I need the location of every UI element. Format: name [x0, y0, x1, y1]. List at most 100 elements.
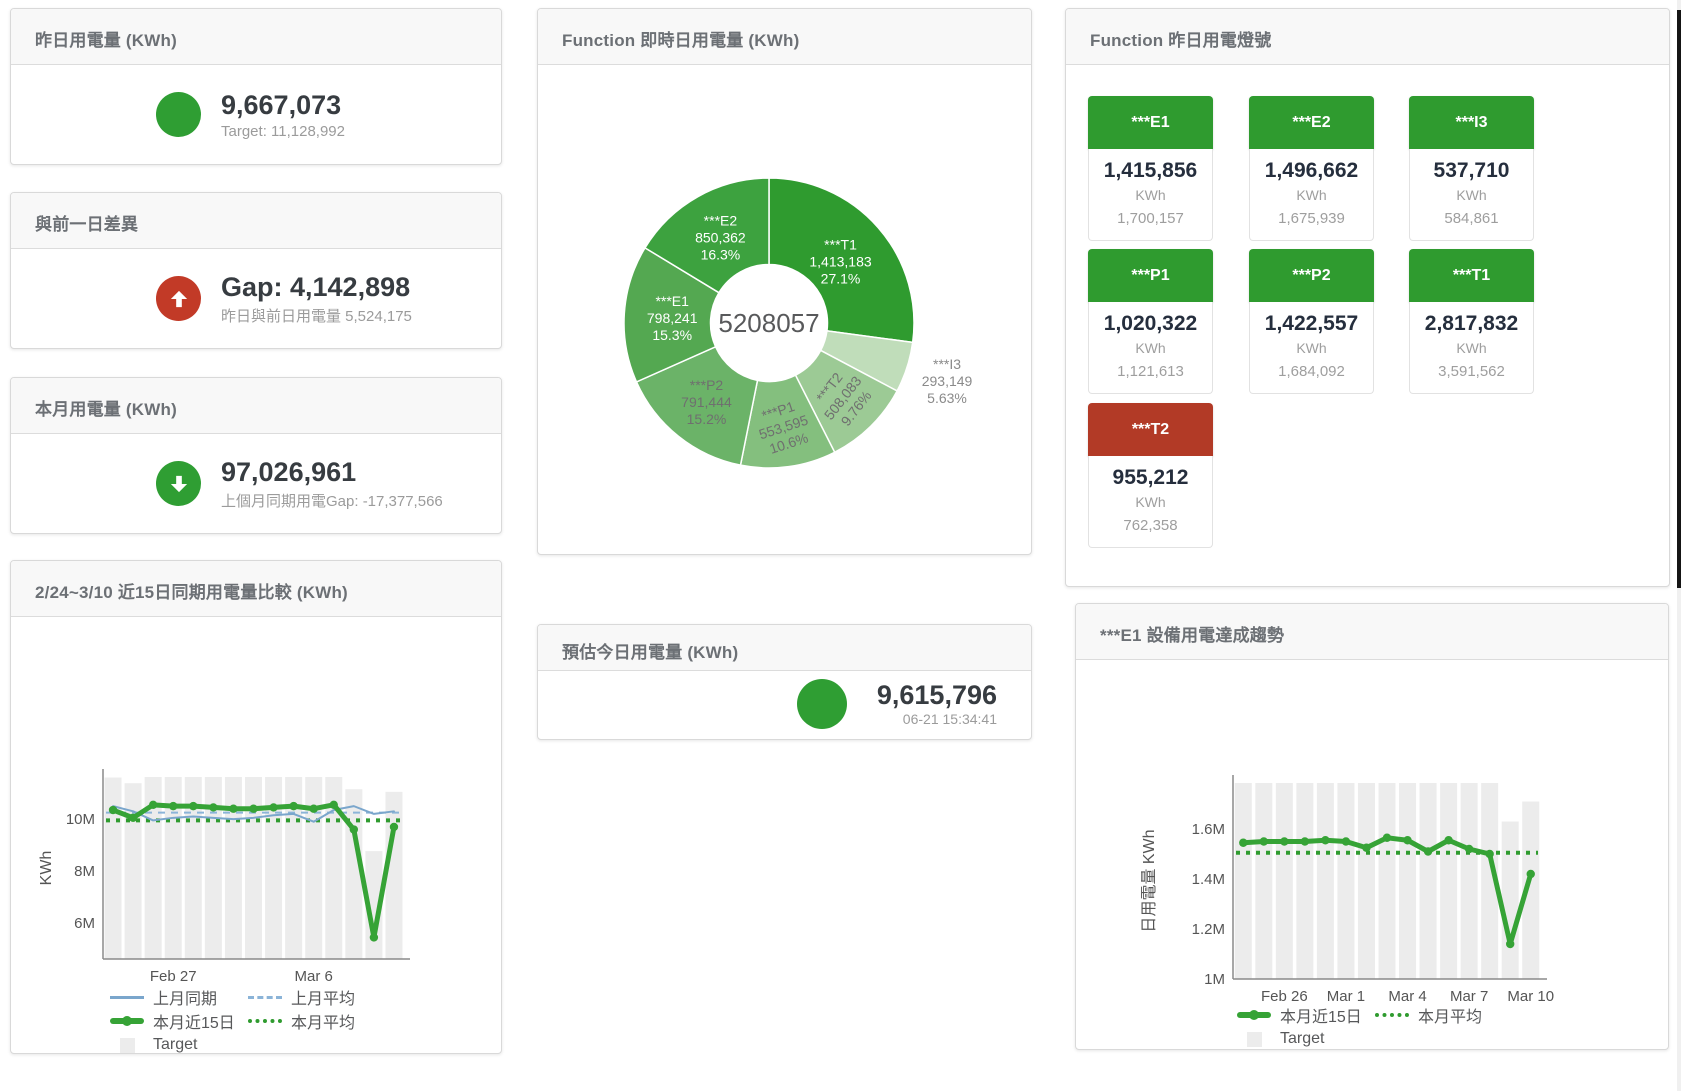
light-tile-T2: ***T2 955,212 KWh 762,358: [1088, 403, 1213, 548]
panel-title: ***E1 設備用電達成趨勢: [1076, 604, 1668, 660]
light-tile-E2: ***E2 1,496,662 KWh 1,675,939: [1249, 96, 1374, 241]
tile-value: 1,422,557: [1264, 312, 1359, 335]
svg-text:6M: 6M: [74, 915, 95, 932]
svg-text:Mar 6: Mar 6: [295, 968, 333, 985]
panel-today-estimate: 預估今日用電量 (KWh) 9,615,796 06-21 15:34:41: [537, 624, 1032, 740]
compare-legend-row-3: Target: [109, 1035, 239, 1053]
tile-unit: KWh: [1135, 494, 1166, 510]
day-gap-subtitle: 昨日與前日用電量 5,524,175: [221, 307, 412, 325]
yesterday-usage-target: Target: 11,128,992: [221, 122, 345, 140]
tile-value: 1,020,322: [1103, 312, 1198, 335]
today-estimate-timestamp: 06-21 15:34:41: [902, 711, 997, 727]
realtime-usage-donut-chart[interactable]: ***T1 1,413,183 27.1%***I3 293,149 5.63%***T…: [538, 65, 1031, 554]
tile-target: 1,121,613: [1117, 363, 1184, 380]
arrow-up-icon: [156, 276, 201, 321]
tile-unit: KWh: [1456, 340, 1487, 356]
svg-text:1M: 1M: [1204, 971, 1225, 988]
tile-target: 584,861: [1444, 210, 1499, 227]
legend-item-target[interactable]: Target: [1236, 1030, 1366, 1048]
green-status-circle-icon: [796, 679, 847, 729]
arrow-down-icon: [156, 461, 201, 506]
svg-text:日用電量 KWh: 日用電量 KWh: [1141, 829, 1158, 932]
green-status-circle-icon: [156, 92, 201, 137]
legend-item-last-month-avg[interactable]: 上月平均: [247, 985, 377, 1009]
page-scrollbar-thumb[interactable]: [1677, 10, 1681, 588]
svg-text:Mar 10: Mar 10: [1507, 988, 1554, 1005]
line-swatch-icon: [109, 995, 145, 999]
thick-line-swatch-icon: [1236, 1010, 1272, 1020]
dotted-line-swatch-icon: [1374, 1013, 1410, 1017]
tile-value: 1,496,662: [1264, 159, 1359, 182]
svg-text:Mar 4: Mar 4: [1388, 988, 1426, 1005]
panel-e1-trend: ***E1 設備用電達成趨勢 1M 1.2M 1.4M 1.6M Feb 26 Mar 1…: [1075, 603, 1669, 1050]
tile-status-header: ***E1: [1088, 96, 1213, 149]
panel-title: 昨日用電量 (KWh): [11, 9, 501, 65]
svg-text:Mar 7: Mar 7: [1450, 988, 1488, 1005]
tile-target: 1,684,092: [1278, 363, 1345, 380]
donut-slice-T1[interactable]: [768, 177, 915, 344]
tile-target: 1,675,939: [1278, 210, 1345, 227]
panel-title: Function 昨日用電燈號: [1066, 9, 1669, 65]
panel-title: 2/24~3/10 近15日同期用電量比較 (KWh): [11, 561, 501, 617]
yesterday-usage-value: 9,667,073: [221, 89, 342, 120]
light-tile-T1: ***T1 2,817,832 KWh 3,591,562: [1409, 249, 1534, 394]
target-swatch-icon: [1236, 1031, 1272, 1047]
tile-unit: KWh: [1296, 340, 1327, 356]
tile-unit: KWh: [1296, 187, 1327, 203]
panel-15day-compare: 2/24~3/10 近15日同期用電量比較 (KWh) 6M 8M 10M Feb 2…: [10, 560, 502, 1054]
tile-value: 955,212: [1112, 466, 1189, 489]
month-usage-value: 97,026,961: [221, 456, 357, 487]
tile-value: 2,817,832: [1424, 312, 1519, 335]
thick-line-swatch-icon: [109, 1016, 145, 1026]
compare-chart[interactable]: 6M 8M 10M Feb 27 Mar 6 KWh: [11, 617, 501, 1053]
donut-slice-P2[interactable]: [635, 345, 759, 467]
trend-legend-row-2: Target: [1236, 1029, 1366, 1049]
tile-status-header: ***T1: [1409, 249, 1534, 302]
panel-yesterday-lights: Function 昨日用電燈號 ***E1 1,415,856 KWh 1,70…: [1065, 8, 1670, 587]
tile-target: 1,700,157: [1117, 210, 1184, 227]
panel-realtime-donut: Function 即時日用電量 (KWh) ***T1 1,413,183 27.1…: [537, 8, 1032, 555]
today-estimate-value: 9,615,796: [876, 680, 997, 710]
light-tile-I3: ***I3 537,710 KWh 584,861: [1409, 96, 1534, 241]
svg-text:Feb 27: Feb 27: [150, 968, 197, 985]
panel-title: 本月用電量 (KWh): [11, 378, 501, 434]
svg-text:1.2M: 1.2M: [1192, 921, 1225, 938]
svg-text:1.6M: 1.6M: [1192, 821, 1225, 838]
legend-item-this-month-line[interactable]: 本月近15日: [109, 1009, 239, 1033]
tile-status-header: ***E2: [1249, 96, 1374, 149]
legend-item-target[interactable]: Target: [109, 1036, 239, 1053]
donut-slice-E2[interactable]: [643, 177, 770, 294]
tile-status-header: ***T2: [1088, 403, 1213, 456]
svg-text:KWh: KWh: [38, 851, 55, 886]
svg-text:1.4M: 1.4M: [1192, 871, 1225, 888]
donut-slice-E1[interactable]: [623, 246, 721, 383]
legend-item-this-month-avg[interactable]: 本月平均: [1374, 1003, 1504, 1027]
dotted-line-swatch-icon: [247, 1019, 283, 1023]
panel-title: 與前一日差異: [11, 193, 501, 249]
svg-text:8M: 8M: [74, 863, 95, 880]
compare-legend-row-2: 本月近15日 本月平均: [109, 1009, 377, 1033]
svg-text:Feb 26: Feb 26: [1261, 988, 1308, 1005]
tile-status-header: ***P2: [1249, 249, 1374, 302]
tile-status-header: ***P1: [1088, 249, 1213, 302]
light-tile-P2: ***P2 1,422,557 KWh 1,684,092: [1249, 249, 1374, 394]
donut-label-E1: ***E1 798,241 15.3%: [647, 293, 698, 343]
donut-label-E2: ***E2 850,362 16.3%: [695, 213, 746, 263]
donut-label-T1: ***T1 1,413,183 27.1%: [809, 236, 871, 286]
target-swatch-icon: [109, 1037, 145, 1053]
e1-trend-chart[interactable]: 1M 1.2M 1.4M 1.6M Feb 26 Mar 1 Mar 4 Mar 7 Mar 1…: [1076, 660, 1668, 1049]
light-tile-P1: ***P1 1,020,322 KWh 1,121,613: [1088, 249, 1213, 394]
tile-unit: KWh: [1135, 187, 1166, 203]
panel-day-gap: 與前一日差異 Gap: 4,142,898 昨日與前日用電量 5,524,175: [10, 192, 502, 349]
legend-item-last-month-line[interactable]: 上月同期: [109, 985, 239, 1009]
panel-month-usage: 本月用電量 (KWh) 97,026,961 上個月同期用電Gap: -17,3…: [10, 377, 502, 534]
tile-value: 1,415,856: [1103, 159, 1198, 182]
tile-status-header: ***I3: [1409, 96, 1534, 149]
light-tile-E1: ***E1 1,415,856 KWh 1,700,157: [1088, 96, 1213, 241]
legend-item-this-month-line[interactable]: 本月近15日: [1236, 1003, 1366, 1027]
tile-unit: KWh: [1456, 187, 1487, 203]
donut-label-P2: ***P2 791,444 15.2%: [681, 377, 732, 427]
legend-item-this-month-avg[interactable]: 本月平均: [247, 1009, 377, 1033]
panel-title: 預估今日用電量 (KWh): [538, 625, 1031, 671]
